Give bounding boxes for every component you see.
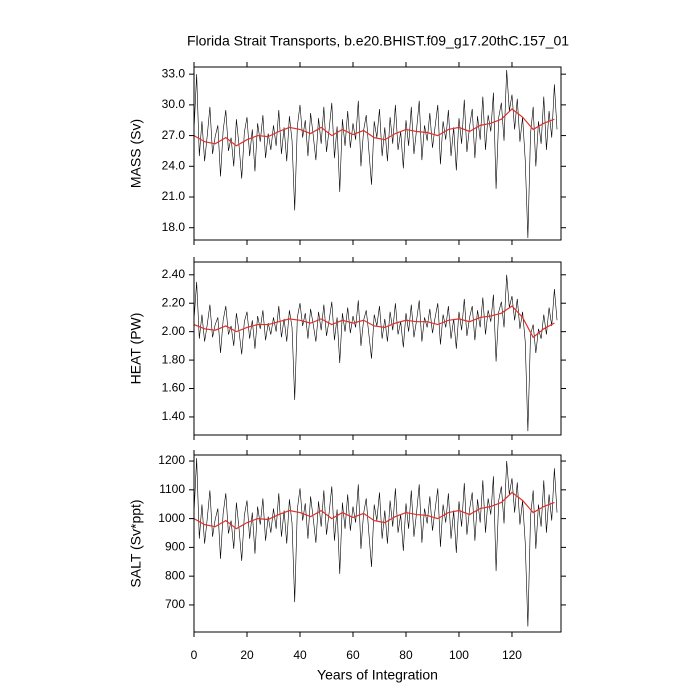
- y-tick-label: 1200: [158, 453, 185, 467]
- y-tick-label: 21.0: [162, 189, 186, 203]
- x-tick-label: 80: [399, 648, 413, 662]
- x-tick-label: 60: [346, 648, 360, 662]
- series-line: [194, 274, 558, 432]
- y-tick-label: 30.0: [162, 97, 186, 111]
- x-tick-label: 0: [191, 648, 198, 662]
- y-tick-label: 33.0: [162, 66, 186, 80]
- y-tick-label: 27.0: [162, 128, 186, 142]
- y-tick-label: 900: [165, 540, 185, 554]
- y-tick-label: 2.20: [162, 295, 186, 309]
- x-tick-label: 40: [293, 648, 307, 662]
- series-line: [194, 491, 555, 530]
- series-line: [194, 108, 555, 147]
- y-tick-label: 800: [165, 568, 185, 582]
- x-axis-label: Years of Integration: [317, 667, 438, 683]
- plot-frame: [193, 66, 562, 241]
- y-tick-label: 2.00: [162, 324, 186, 338]
- plot-frame: [193, 261, 562, 436]
- y-tick-label: 24.0: [162, 158, 186, 172]
- y-tick-label: 700: [165, 597, 185, 611]
- series-line: [194, 305, 555, 339]
- y-tick-label: 18.0: [162, 220, 186, 234]
- x-tick-label: 120: [502, 648, 522, 662]
- y-tick-label: 2.40: [162, 267, 186, 281]
- series-line: [194, 458, 558, 627]
- plot-frame: [193, 454, 562, 633]
- y-axis-label: MASS (Sv): [128, 119, 144, 188]
- x-tick-label: 20: [240, 648, 254, 662]
- y-axis-label: SALT (Sv*ppt): [128, 499, 144, 587]
- y-tick-label: 1000: [158, 511, 185, 525]
- x-tick-label: 100: [449, 648, 469, 662]
- y-tick-label: 1100: [159, 482, 185, 496]
- chart-title: Florida Strait Transports, b.e20.BHIST.f…: [187, 33, 569, 49]
- y-tick-label: 1.60: [162, 381, 186, 395]
- y-tick-label: 1.80: [162, 352, 186, 366]
- series-line: [194, 70, 558, 238]
- y-axis-label: HEAT (PW): [128, 313, 144, 385]
- y-tick-label: 1.40: [162, 409, 186, 423]
